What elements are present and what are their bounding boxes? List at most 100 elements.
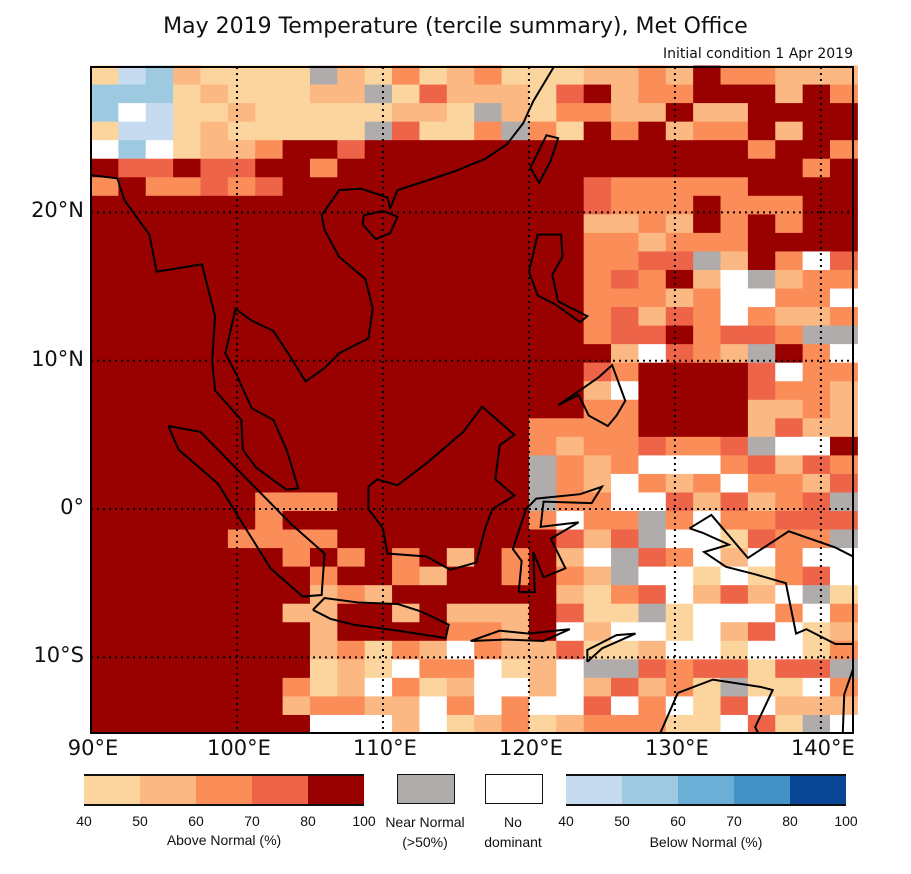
grid-cell xyxy=(118,436,147,456)
grid-cell xyxy=(255,325,284,345)
grid-cell xyxy=(91,65,119,85)
grid-cell xyxy=(556,695,585,715)
grid-cell xyxy=(392,325,420,345)
grid-cell xyxy=(173,380,201,400)
grid-cell xyxy=(309,288,338,308)
grid-cell xyxy=(583,695,612,715)
grid-cell xyxy=(337,84,366,104)
grid-cell xyxy=(173,362,201,382)
grid-cell xyxy=(118,399,147,419)
grid-cell xyxy=(528,139,557,159)
grid-cell xyxy=(802,436,831,456)
grid-cell xyxy=(337,640,366,660)
grid-cell xyxy=(638,380,667,400)
grid-cell xyxy=(501,510,530,530)
grid-cell xyxy=(802,84,831,104)
above-normal-tick: 100 xyxy=(352,813,376,829)
grid-cell xyxy=(528,417,557,437)
grid-cell xyxy=(775,65,804,85)
grid-cell xyxy=(802,510,831,530)
grid-cell xyxy=(665,213,694,233)
grid-cell xyxy=(830,677,858,697)
grid-cell xyxy=(446,176,475,196)
grid-cell xyxy=(227,510,256,530)
grid-cell xyxy=(611,529,639,549)
grid-cell xyxy=(255,158,284,178)
grid-cell xyxy=(145,269,174,289)
grid-cell xyxy=(830,491,858,512)
grid-cell xyxy=(611,306,639,326)
grid-cell xyxy=(337,473,366,493)
grid-cell xyxy=(638,84,667,104)
grid-cell xyxy=(282,102,311,122)
grid-cell xyxy=(720,102,749,122)
grid-cell xyxy=(474,584,503,604)
lat-label: 0° xyxy=(60,495,84,520)
grid-cell xyxy=(665,380,694,400)
grid-cell xyxy=(802,102,831,122)
grid-cell xyxy=(474,139,503,159)
grid-cell xyxy=(775,603,804,623)
grid-cell xyxy=(309,269,338,289)
grid-cell xyxy=(747,176,776,196)
grid-cell xyxy=(255,436,284,456)
grid-cell xyxy=(830,269,858,289)
grid-cell xyxy=(528,714,557,734)
grid-cell xyxy=(337,325,366,345)
grid-cell xyxy=(200,658,229,678)
grid-cell xyxy=(693,473,722,493)
grid-cell xyxy=(337,621,366,641)
grid-cell xyxy=(830,139,858,159)
grid-cell xyxy=(309,714,338,734)
grid-cell xyxy=(255,65,284,85)
grid-cell xyxy=(173,621,201,641)
grid-cell xyxy=(583,491,612,512)
grid-cell xyxy=(501,195,530,215)
grid-cell xyxy=(255,213,284,233)
grid-cell xyxy=(118,640,147,660)
grid-cell xyxy=(528,343,557,363)
grid-cell xyxy=(255,306,284,326)
grid-cell xyxy=(282,510,311,530)
grid-cell xyxy=(556,584,585,604)
grid-cell xyxy=(830,213,858,233)
grid-cell xyxy=(364,325,393,345)
grid-cell xyxy=(747,343,776,363)
grid-cell xyxy=(145,529,174,549)
grid-cell xyxy=(611,566,639,586)
grid-cell xyxy=(200,232,229,252)
grid-cell xyxy=(775,695,804,715)
grid-cell xyxy=(802,306,831,326)
grid-cell xyxy=(528,250,557,270)
grid-cell xyxy=(364,158,393,178)
grid-cell xyxy=(255,621,284,641)
grid-cell xyxy=(227,677,256,697)
grid-cell xyxy=(255,269,284,289)
grid-cell xyxy=(255,473,284,493)
grid-cell xyxy=(227,658,256,678)
grid-cell xyxy=(91,102,119,122)
no-dominant-label: No xyxy=(504,814,522,830)
grid-cell xyxy=(501,232,530,252)
grid-cell xyxy=(309,436,338,456)
grid-cell xyxy=(693,695,722,715)
grid-cell xyxy=(364,621,393,641)
grid-cell xyxy=(583,436,612,456)
grid-cell xyxy=(665,288,694,308)
grid-cell xyxy=(91,714,119,734)
grid-cell xyxy=(364,306,393,326)
grid-cell xyxy=(227,603,256,623)
grid-cell xyxy=(227,640,256,660)
grid-cell xyxy=(747,473,776,493)
grid-cell xyxy=(145,695,174,715)
grid-cell xyxy=(446,232,475,252)
grid-cell xyxy=(446,65,475,85)
grid-cell xyxy=(446,325,475,345)
grid-cell xyxy=(501,158,530,178)
grid-cell xyxy=(583,84,612,104)
grid-cell xyxy=(474,547,503,567)
grid-cell xyxy=(446,621,475,641)
coastline-capeyork xyxy=(841,668,854,734)
grid-cell xyxy=(583,640,612,660)
grid-cell xyxy=(665,510,694,530)
